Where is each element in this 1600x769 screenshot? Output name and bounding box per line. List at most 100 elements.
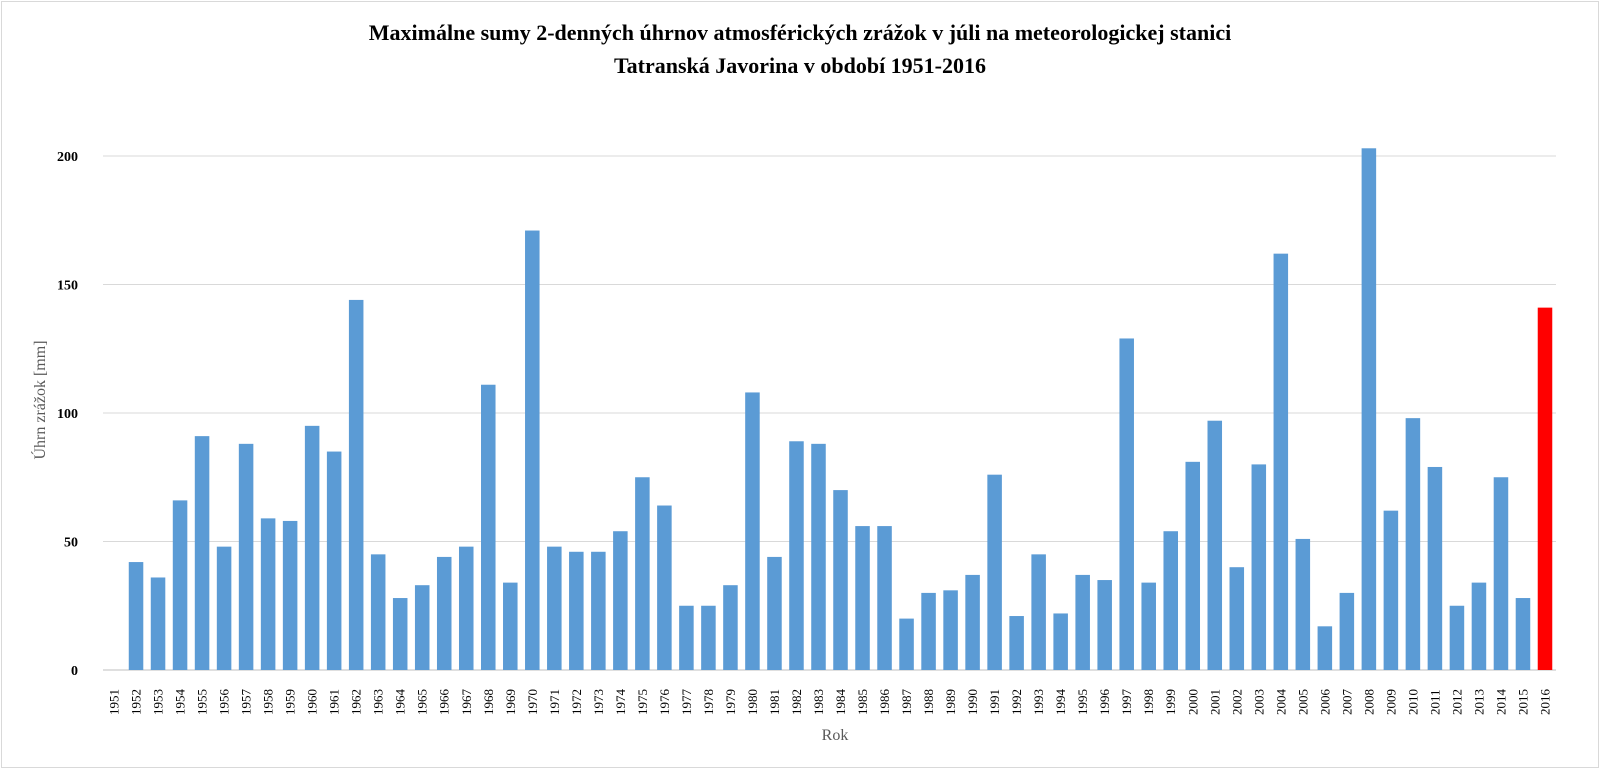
x-tick-label: 1976 [657,689,672,716]
bar-1964 [392,598,408,670]
x-tick-label: 1954 [173,689,188,716]
x-tick-label: 1975 [635,689,650,715]
y-tick-label: 50 [64,536,78,551]
x-tick-label: 1997 [1119,689,1134,716]
x-tick-label: 2007 [1339,689,1354,716]
x-tick-label: 1957 [239,689,254,716]
x-tick-label: 1979 [723,689,738,715]
bar-2004 [1273,253,1289,670]
x-tick-label: 1952 [129,689,144,715]
bar-1994 [1053,613,1068,670]
bar-2016 [1537,307,1553,670]
x-tick-label: 1982 [789,689,804,715]
x-tick-label: 1962 [349,689,364,715]
x-tick-label: 1991 [987,689,1002,715]
bar-2000 [1185,461,1201,670]
x-tick-label: 1995 [1075,689,1090,715]
bar-2013 [1471,582,1487,670]
bar-1953 [150,577,166,670]
bar-1956 [216,546,232,670]
bar-1972 [569,551,584,670]
x-tick-label: 1987 [899,689,914,716]
x-tick-label: 2015 [1515,689,1530,715]
x-tick-label: 1967 [459,689,474,716]
x-tick-label: 2014 [1493,689,1508,716]
x-tick-label: 1973 [591,689,606,715]
x-tick-label: 1951 [107,689,122,715]
bar-1967 [458,546,474,670]
bar-2009 [1383,510,1399,670]
bar-2001 [1207,420,1223,670]
bar-1982 [789,441,804,670]
x-tick-label: 2003 [1251,689,1266,715]
y-tick-label: 0 [71,664,78,679]
x-tick-label: 1961 [327,689,342,715]
bar-1995 [1075,574,1090,670]
x-tick-label: 1983 [811,689,826,715]
bar-1961 [326,451,342,670]
bar-1981 [767,556,782,670]
chart-title-line-1: Maximálne sumy 2-denných úhrnov atmosfér… [368,20,1232,45]
bar-1990 [965,574,980,670]
bar-2007 [1339,592,1355,670]
bar-1954 [172,500,188,670]
bar-1975 [635,477,650,670]
gridlines [103,155,1556,671]
x-tick-label: 1968 [481,689,496,715]
y-axis-ticks: 0 50 100 150 200 [57,150,78,679]
x-tick-label: 2002 [1229,689,1244,715]
chart-title-line-2: Tatranská Javorina v období 1951-2016 [613,53,987,78]
bar-1969 [503,582,518,670]
x-tick-label: 2008 [1361,689,1376,715]
x-tick-label: 1988 [921,689,936,715]
x-tick-label: 1981 [767,689,782,715]
bar-1986 [877,526,892,670]
x-tick-label: 2004 [1273,689,1288,716]
bar-2011 [1427,466,1443,670]
x-tick-label: 2016 [1537,689,1552,716]
x-tick-label: 1958 [261,689,276,715]
x-tick-label: 1971 [547,689,562,715]
y-tick-label: 200 [57,150,78,165]
bar-1957 [238,443,254,670]
bar-1959 [282,520,298,670]
bar-1983 [811,443,826,670]
bar-1988 [921,592,936,670]
bar-2003 [1251,464,1267,670]
bar-1978 [701,605,716,670]
bar-1984 [833,490,848,670]
bar-1955 [194,436,210,670]
x-tick-label: 1966 [437,689,452,716]
x-tick-label: 1994 [1053,689,1068,716]
bar-1977 [679,605,694,670]
bar-1976 [657,505,672,670]
x-tick-label: 1956 [217,689,232,716]
x-tick-label: 1984 [833,689,848,716]
x-tick-label: 1953 [151,689,166,715]
bar-2014 [1493,477,1509,670]
x-tick-label: 2000 [1185,689,1200,715]
bar-2008 [1361,148,1377,671]
x-tick-label: 1999 [1163,689,1178,715]
x-tick-label: 2005 [1295,689,1310,715]
x-tick-label: 1972 [569,689,584,715]
x-tick-label: 1986 [877,689,892,716]
bar-1997 [1119,338,1134,670]
bar-1980 [745,392,760,670]
bar-1974 [613,531,628,670]
bar-2006 [1317,626,1333,670]
x-tick-label: 2006 [1317,689,1332,716]
x-tick-label: 1998 [1141,689,1156,715]
bar-1973 [591,551,606,670]
x-tick-label: 1970 [525,689,540,715]
x-tick-label: 1993 [1031,689,1046,715]
x-tick-label: 1992 [1009,689,1024,715]
bar-1962 [348,299,364,670]
bar-1963 [370,554,386,670]
x-tick-label: 1978 [701,689,716,715]
bar-1998 [1141,582,1156,670]
x-tick-label: 2011 [1427,689,1442,715]
x-tick-label: 1969 [503,689,518,715]
chart-title: Maximálne sumy 2-denných úhrnov atmosfér… [0,16,1600,82]
